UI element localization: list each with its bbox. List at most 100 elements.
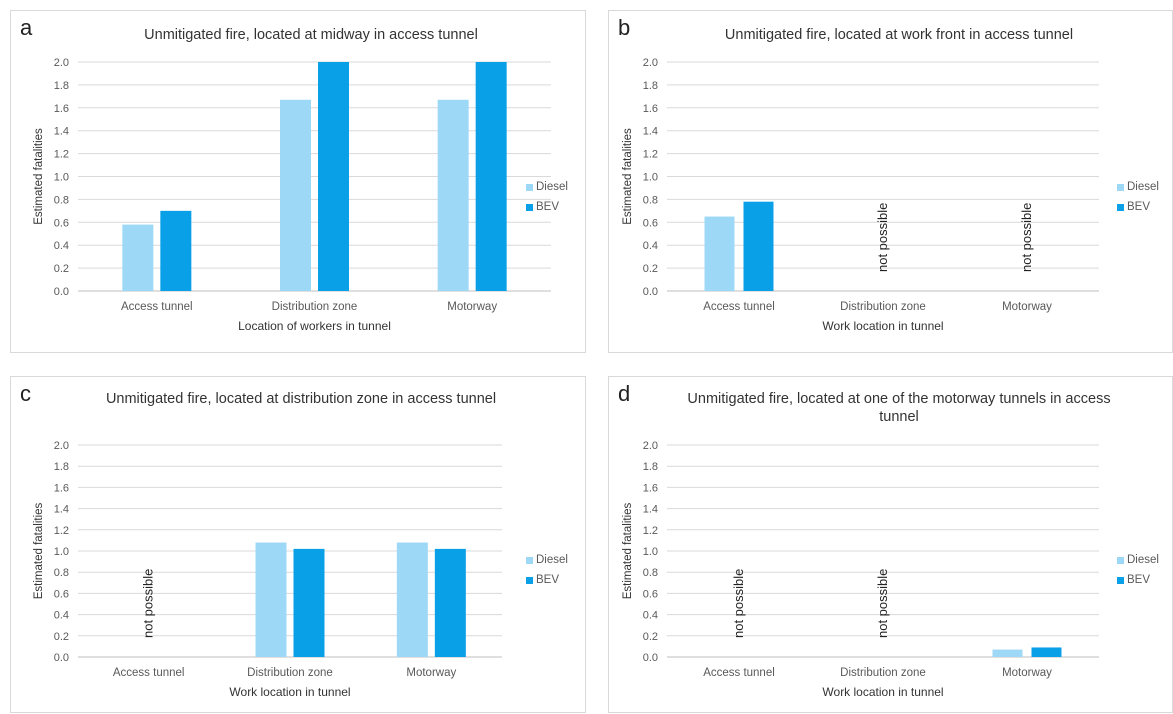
panel-letter: c	[20, 381, 31, 406]
y-axis-title: Estimated fatalities	[622, 128, 634, 225]
y-tick-label: 0.4	[643, 240, 658, 252]
legend-item-bev: BEV	[1117, 197, 1159, 217]
panel-letter: a	[20, 15, 33, 40]
bar-bev	[1031, 647, 1062, 657]
bar-diesel	[396, 542, 428, 657]
bar-diesel	[704, 216, 735, 291]
legend-swatch-diesel	[1117, 556, 1124, 564]
bar-bev	[743, 201, 774, 291]
chart-panel-c: c Unmitigated fire, located at distribut…	[10, 376, 586, 713]
y-tick-label: 1.0	[643, 172, 658, 184]
y-tick-label: 0.8	[643, 567, 658, 579]
legend-label: BEV	[1127, 574, 1151, 586]
y-tick-label: 0.2	[643, 631, 658, 643]
y-tick-label: 0.4	[54, 240, 69, 252]
y-tick-label: 1.6	[643, 482, 658, 494]
legend-swatch-diesel	[1117, 183, 1124, 191]
y-tick-label: 1.8	[643, 461, 658, 473]
legend-swatch-bev	[1117, 203, 1124, 211]
legend-swatch-bev	[526, 576, 533, 584]
y-tick-label: 1.0	[643, 546, 658, 558]
legend-label: Diesel	[1127, 554, 1159, 566]
x-axis-title: Work location in tunnel	[229, 685, 350, 699]
y-tick-label: 2.0	[643, 440, 658, 452]
x-tick-label: Motorway	[406, 667, 456, 679]
legend-label: Diesel	[1127, 181, 1159, 193]
x-axis-title: Work location in tunnel	[822, 319, 943, 333]
y-tick-label: 1.6	[54, 103, 69, 115]
chart-legend: Diesel BEV	[526, 177, 568, 217]
y-tick-label: 1.8	[54, 80, 69, 92]
y-tick-label: 0.2	[54, 631, 69, 643]
y-tick-label: 1.2	[54, 149, 69, 161]
x-axis-title: Location of workers in tunnel	[238, 319, 391, 333]
y-tick-label: 0.0	[54, 286, 69, 298]
bar-diesel	[122, 224, 154, 291]
legend-item-bev: BEV	[1117, 570, 1159, 590]
chart-panel-b: b Unmitigated fire, located at work fron…	[608, 10, 1173, 353]
bar-bev	[434, 548, 466, 657]
legend-swatch-bev	[1117, 576, 1124, 584]
y-tick-label: 2.0	[643, 57, 658, 69]
bar-chart-a: 0.0 0.2 0.4 0.6 0.8 1.0 1.2 1.4 1.6 1.8 2.0 Estimat…	[33, 57, 551, 333]
y-tick-label: 0.6	[643, 217, 658, 229]
y-tick-label: 1.4	[643, 126, 658, 138]
chart-panel-a: a Unmitigated fire, located at midway in…	[10, 10, 586, 353]
not-possible-label: not possible	[141, 569, 156, 638]
x-tick-label: Motorway	[447, 301, 497, 313]
legend-item-bev: BEV	[526, 197, 568, 217]
legend-swatch-diesel	[526, 183, 533, 191]
panel-letter: d	[618, 381, 631, 406]
bar-chart-c: 0.0 0.2 0.4 0.6 0.8 1.0 1.2 1.4 1.6 1.8 2.0 Estimat…	[33, 440, 502, 699]
y-tick-label: 1.0	[54, 172, 69, 184]
chart-title: Unmitigated fire, located at work front …	[724, 27, 1074, 43]
not-possible-label: not possible	[875, 569, 890, 638]
y-tick-label: 0.0	[643, 286, 658, 298]
y-tick-label: 0.0	[54, 652, 69, 664]
y-tick-label: 2.0	[54, 57, 69, 69]
legend-label: BEV	[536, 574, 560, 586]
legend-swatch-bev	[526, 203, 533, 211]
y-tick-label: 0.8	[54, 194, 69, 206]
x-tick-label: Motorway	[1002, 301, 1052, 313]
y-tick-label: 0.8	[54, 567, 69, 579]
legend-label: BEV	[1127, 201, 1151, 213]
legend-item-bev: BEV	[526, 570, 568, 590]
chart-title: Unmitigated fire, located at distributio…	[105, 391, 497, 407]
not-possible-label: not possible	[875, 203, 890, 272]
x-tick-label: Distribution zone	[272, 301, 358, 313]
y-tick-label: 0.6	[643, 588, 658, 600]
y-tick-label: 1.6	[643, 103, 658, 115]
legend-item-diesel: Diesel	[1117, 550, 1159, 570]
y-tick-label: 1.2	[54, 525, 69, 537]
legend-item-diesel: Diesel	[526, 550, 568, 570]
y-axis-title: Estimated fatalities	[33, 128, 45, 225]
legend-swatch-diesel	[526, 556, 533, 564]
bar-diesel	[280, 99, 311, 291]
y-tick-label: 1.2	[643, 525, 658, 537]
x-tick-label: Distribution zone	[840, 667, 926, 679]
panel-letter: b	[618, 15, 631, 40]
bar-diesel	[437, 99, 469, 291]
y-axis-title: Estimated fatalities	[622, 502, 634, 599]
y-tick-label: 0.4	[54, 610, 69, 622]
x-tick-label: Motorway	[1002, 667, 1052, 679]
y-tick-label: 1.0	[54, 546, 69, 558]
chart-legend: Diesel BEV	[1117, 550, 1159, 590]
chart-panel-d: d Unmitigated fire, located at one of th…	[608, 376, 1173, 713]
chart-title: Unmitigated fire, located at midway in a…	[144, 27, 478, 43]
y-tick-label: 2.0	[54, 440, 69, 452]
legend-label: Diesel	[536, 181, 568, 193]
y-tick-label: 1.4	[643, 504, 658, 516]
bar-bev	[475, 62, 507, 291]
legend-item-diesel: Diesel	[1117, 177, 1159, 197]
not-possible-label: not possible	[731, 569, 746, 638]
bar-bev	[160, 210, 192, 291]
y-tick-label: 0.0	[643, 652, 658, 664]
y-tick-label: 1.8	[54, 461, 69, 473]
x-axis-title: Work location in tunnel	[822, 685, 943, 699]
bar-bev	[318, 62, 349, 291]
x-tick-label: Distribution zone	[247, 667, 333, 679]
y-tick-label: 1.8	[643, 80, 658, 92]
y-axis-title: Estimated fatalities	[33, 502, 45, 599]
